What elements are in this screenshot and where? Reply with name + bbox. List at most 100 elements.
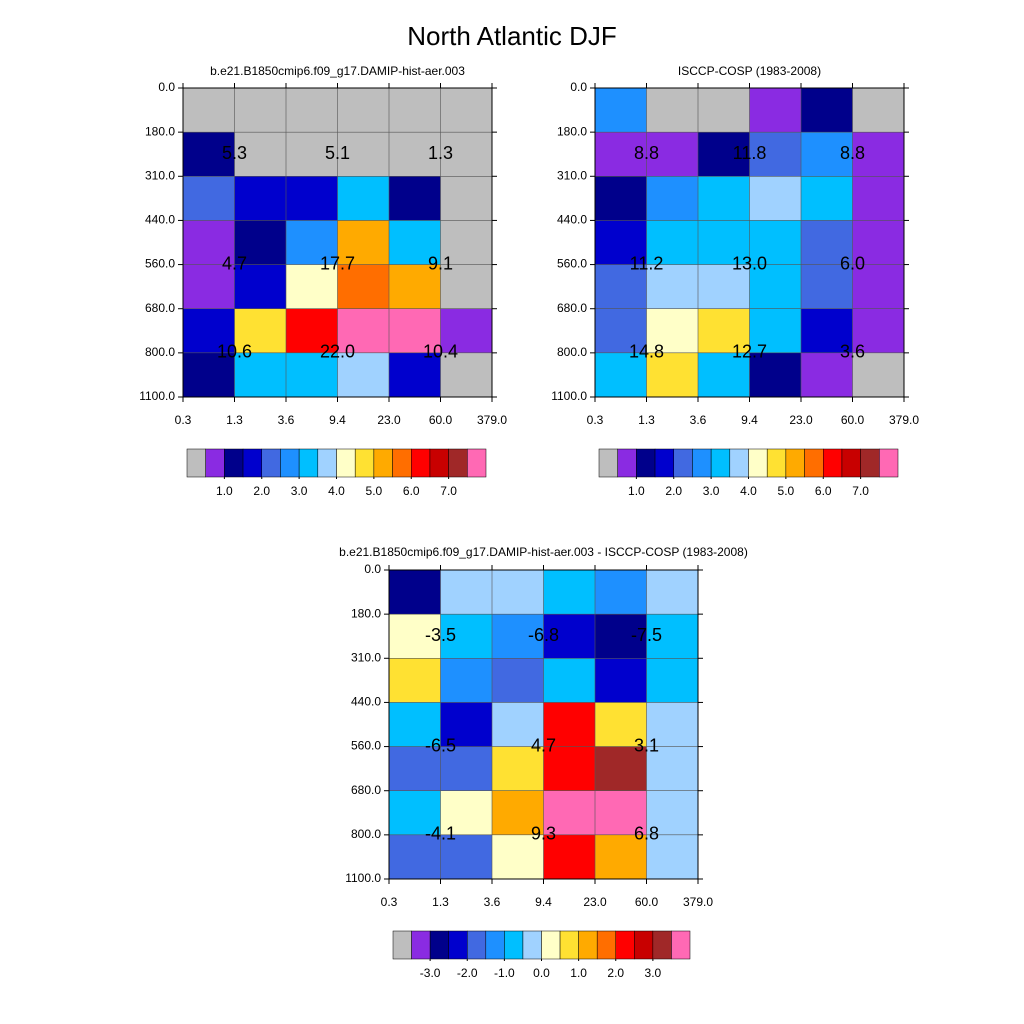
y-tick-label: 180.0 <box>557 124 587 138</box>
cell <box>492 570 544 615</box>
colorbar-box <box>448 448 468 478</box>
colorbar-box <box>879 448 899 478</box>
colorbar-tick-label: 1.0 <box>628 484 645 498</box>
cell <box>646 352 699 398</box>
colorbar-tick-label: -1.0 <box>494 966 515 980</box>
cell <box>234 88 287 133</box>
cell <box>749 132 802 177</box>
cell <box>595 352 647 398</box>
panel-title: ISCCP-COSP (1983-2008) <box>678 64 821 78</box>
colorbar-box <box>411 930 431 960</box>
x-tick-label: 0.3 <box>587 413 604 427</box>
cell <box>698 176 750 221</box>
cell <box>698 264 750 310</box>
summary-label: -3.5 <box>425 625 456 645</box>
y-tick-label: 310.0 <box>557 168 587 182</box>
summary-label: 9.1 <box>428 253 453 273</box>
colorbar-tick-label: 3.0 <box>645 966 662 980</box>
cell <box>595 658 647 703</box>
cell <box>852 264 905 310</box>
summary-label: 17.7 <box>320 253 355 273</box>
colorbar-box <box>785 448 805 478</box>
cell <box>543 658 596 703</box>
cell <box>492 658 544 703</box>
x-tick-label: 60.0 <box>635 895 659 909</box>
summary-label: 10.6 <box>217 342 252 362</box>
colorbar-box <box>242 448 262 478</box>
cell <box>646 88 699 133</box>
y-tick-label: 0.0 <box>158 80 175 94</box>
cell <box>492 746 544 792</box>
summary-label: -4.1 <box>425 824 456 844</box>
y-tick-label: 800.0 <box>557 345 587 359</box>
cell <box>646 746 699 792</box>
cell <box>389 570 441 615</box>
cell <box>183 264 235 310</box>
cell <box>337 352 390 398</box>
cell <box>646 176 699 221</box>
colorbar-tick-label: 4.0 <box>740 484 757 498</box>
cell <box>852 132 905 177</box>
summary-label: 6.8 <box>634 824 659 844</box>
colorbar-box <box>392 930 412 960</box>
summary-label: 3.1 <box>634 735 659 755</box>
x-tick-label: 9.4 <box>741 413 758 427</box>
cell <box>337 264 390 310</box>
cell <box>440 308 493 354</box>
cell <box>698 132 750 177</box>
colorbar-box <box>654 448 674 478</box>
cell <box>646 658 699 703</box>
cell <box>389 352 441 398</box>
summary-label: 4.7 <box>222 253 247 273</box>
cell <box>389 746 441 792</box>
cell <box>595 88 647 133</box>
y-tick-label: 440.0 <box>145 213 175 227</box>
x-tick-label: 379.0 <box>683 895 713 909</box>
colorbar-tick-label: 7.0 <box>440 484 457 498</box>
cell <box>595 834 647 880</box>
cell <box>440 790 493 836</box>
cell <box>492 834 544 880</box>
colorbar-tick-label: 2.0 <box>607 966 624 980</box>
colorbar-tick-label: 6.0 <box>403 484 420 498</box>
cell <box>234 132 287 177</box>
y-tick-label: 180.0 <box>145 124 175 138</box>
cell <box>492 702 544 747</box>
cell <box>389 702 441 747</box>
cell <box>492 614 544 659</box>
x-tick-label: 379.0 <box>889 413 919 427</box>
cell <box>595 220 647 265</box>
colorbar-box <box>485 930 505 960</box>
colorbar-box <box>578 930 598 960</box>
y-tick-label: 560.0 <box>351 739 381 753</box>
figure-title: North Atlantic DJF <box>407 21 617 51</box>
summary-label: 12.7 <box>732 342 767 362</box>
y-tick-label: 0.0 <box>570 80 587 94</box>
cell <box>286 176 338 221</box>
cell <box>286 352 338 398</box>
summary-label: -6.8 <box>528 625 559 645</box>
colorbar-box <box>205 448 225 478</box>
colorbar-box <box>671 930 691 960</box>
summary-label: 8.8 <box>840 143 865 163</box>
summary-label: 11.2 <box>630 253 664 273</box>
y-tick-label: 680.0 <box>557 301 587 315</box>
y-tick-label: 800.0 <box>145 345 175 359</box>
y-tick-label: 560.0 <box>145 257 175 271</box>
x-tick-label: 0.3 <box>175 413 192 427</box>
x-tick-label: 60.0 <box>841 413 865 427</box>
cell <box>234 264 287 310</box>
x-tick-label: 3.6 <box>690 413 707 427</box>
cell <box>337 88 390 133</box>
cell <box>595 570 647 615</box>
x-tick-label: 3.6 <box>278 413 295 427</box>
colorbar-box <box>261 448 281 478</box>
x-tick-label: 9.4 <box>329 413 346 427</box>
summary-label: -6.5 <box>425 735 456 755</box>
y-tick-label: 180.0 <box>351 606 381 620</box>
summary-label: 22.0 <box>320 342 355 362</box>
cell <box>801 176 853 221</box>
cell <box>389 790 441 836</box>
cell <box>440 570 493 615</box>
cell <box>183 176 235 221</box>
